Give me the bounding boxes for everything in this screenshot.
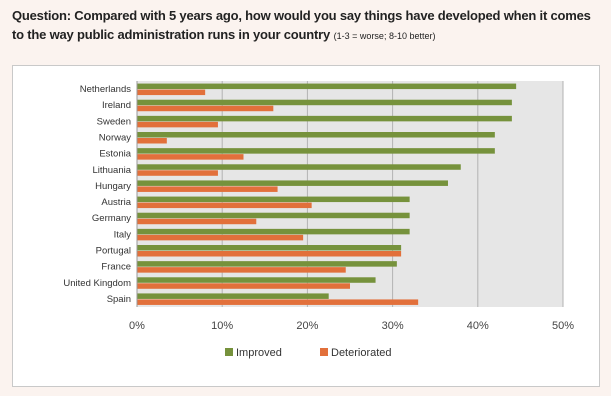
legend-label-improved: Improved bbox=[236, 347, 282, 359]
x-tick-label: 30% bbox=[382, 320, 404, 332]
bar-deteriorated bbox=[137, 202, 312, 209]
bar-deteriorated bbox=[137, 186, 278, 192]
bar-improved bbox=[137, 164, 461, 170]
category-label: United Kingdom bbox=[63, 278, 131, 289]
chart-frame: 0% 10% 20% 30% 40% 50% Netherlands Ireland Swede… bbox=[12, 65, 600, 387]
bar-deteriorated bbox=[137, 218, 257, 225]
bar-deteriorated bbox=[137, 154, 244, 160]
bar-deteriorated bbox=[137, 267, 346, 273]
bar-improved bbox=[137, 212, 410, 219]
category-label: Estonia bbox=[99, 149, 131, 160]
bar-improved bbox=[137, 261, 397, 267]
x-tick-label: 20% bbox=[296, 320, 318, 332]
bar-improved bbox=[137, 277, 376, 283]
legend-label-deteriorated: Deteriorated bbox=[331, 347, 392, 359]
bar-deteriorated bbox=[137, 299, 419, 305]
x-tick-label: 0% bbox=[129, 320, 145, 332]
bar-improved bbox=[137, 228, 410, 235]
bar-improved bbox=[137, 180, 448, 186]
category-label: Germany bbox=[92, 213, 131, 224]
bar-deteriorated bbox=[137, 89, 206, 96]
category-label: Ireland bbox=[102, 100, 131, 111]
bar-chart: 0% 10% 20% 30% 40% 50% Netherlands Ireland Swede… bbox=[63, 81, 574, 359]
category-label: Netherlands bbox=[80, 84, 131, 95]
category-label: Lithuania bbox=[92, 165, 131, 176]
bar-improved bbox=[137, 132, 495, 138]
bar-improved bbox=[137, 196, 410, 203]
legend-swatch-improved bbox=[225, 348, 233, 356]
category-label: Sweden bbox=[97, 116, 131, 127]
chart-question: Question: Compared with 5 years ago, how… bbox=[12, 6, 602, 46]
bar-improved bbox=[137, 245, 402, 251]
x-tick-label: 40% bbox=[467, 320, 489, 332]
category-label: France bbox=[101, 262, 131, 273]
bar-deteriorated bbox=[137, 283, 350, 289]
plot-area bbox=[137, 81, 563, 307]
bar-deteriorated bbox=[137, 121, 218, 128]
bar-deteriorated bbox=[137, 170, 218, 176]
bar-deteriorated bbox=[137, 234, 304, 241]
category-label: Norway bbox=[99, 133, 131, 144]
category-label: Austria bbox=[101, 197, 131, 208]
bar-improved bbox=[137, 115, 512, 122]
category-label: Hungary bbox=[95, 181, 131, 192]
question-text: Question: Compared with 5 years ago, how… bbox=[12, 8, 591, 42]
category-label: Italy bbox=[114, 229, 132, 240]
bar-improved bbox=[137, 83, 517, 90]
bar-deteriorated bbox=[137, 251, 402, 257]
category-label: Spain bbox=[107, 294, 131, 305]
bar-deteriorated bbox=[137, 138, 167, 144]
category-label: Portugal bbox=[96, 246, 131, 257]
bar-deteriorated bbox=[137, 105, 274, 112]
question-scale-note: (1-3 = worse; 8-10 better) bbox=[333, 31, 436, 41]
bar-improved bbox=[137, 99, 512, 106]
bar-improved bbox=[137, 293, 329, 299]
bar-improved bbox=[137, 148, 495, 154]
legend-swatch-deteriorated bbox=[320, 348, 328, 356]
x-tick-label: 50% bbox=[552, 320, 574, 332]
x-tick-label: 10% bbox=[211, 320, 233, 332]
